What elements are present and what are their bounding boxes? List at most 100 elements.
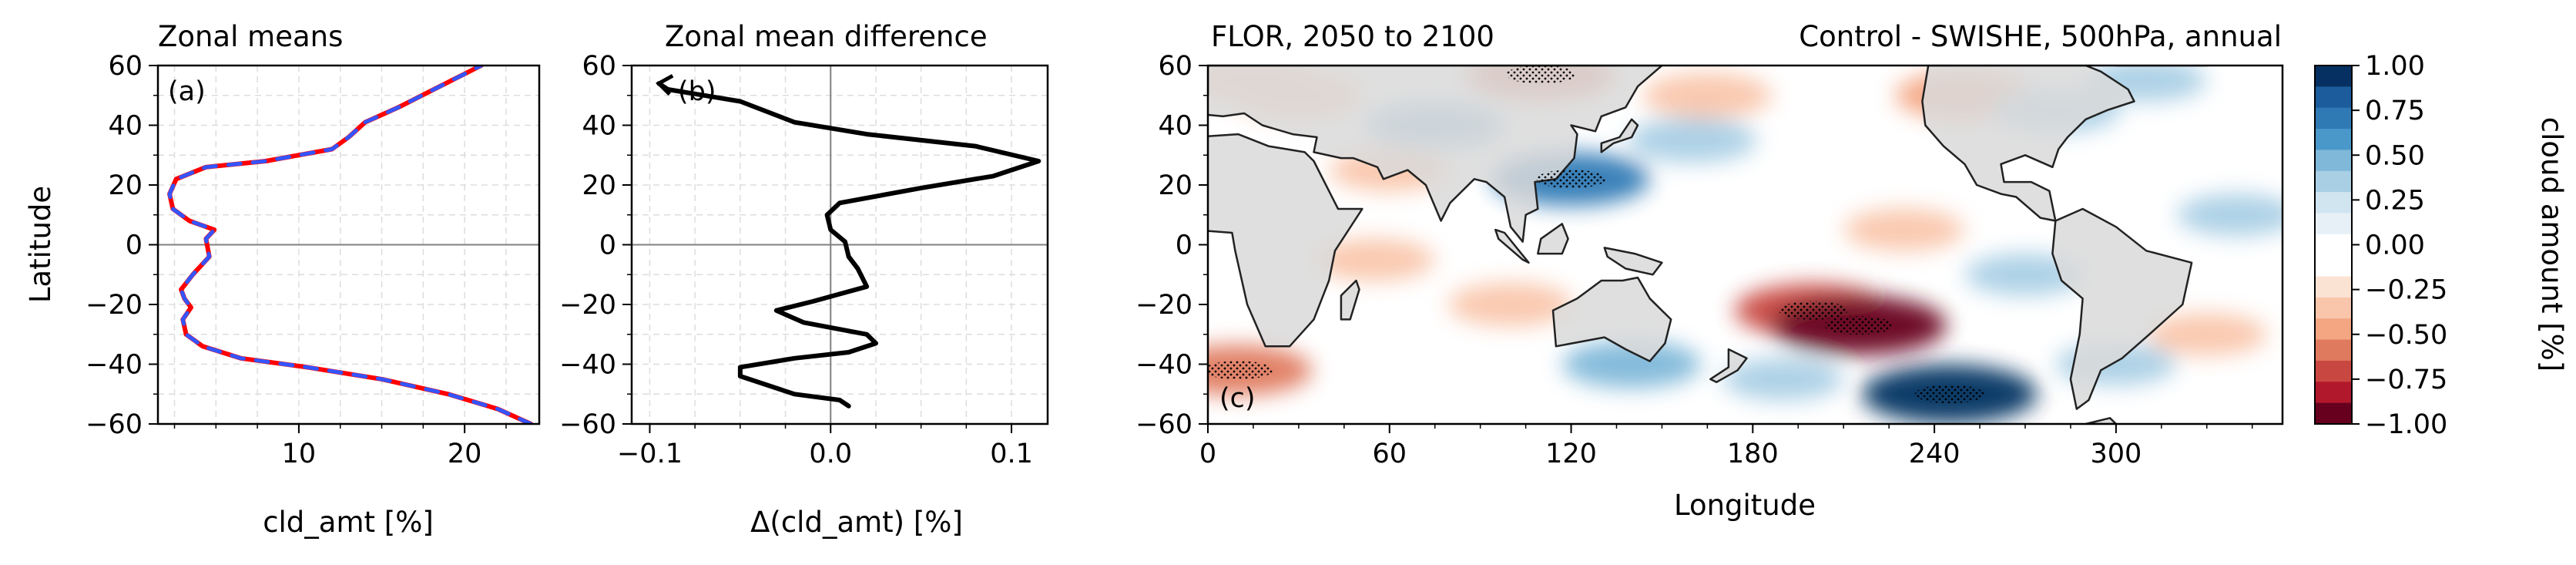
colorbar-ticks: 1.00 0.75 0.50 0.25 0.00 −0.25 −0.50 −0.75 −1.00 bbox=[2352, 51, 2447, 440]
panel-b-tick-label-x: −0.1 bbox=[617, 439, 683, 469]
panel-a-zonal-means: Zonal means 10 20 −60 −40 −20 0 20 40 60 (a) cld… bbox=[24, 20, 541, 539]
anomaly-blob-18 bbox=[1447, 282, 1573, 327]
colorbar-cell-2 bbox=[2315, 107, 2352, 129]
anomaly-blob-14 bbox=[1843, 208, 1964, 251]
colorbar-cell-12 bbox=[2315, 318, 2352, 341]
panel-b-tick-label-y: 20 bbox=[582, 170, 616, 201]
panel-a-letter: (a) bbox=[168, 76, 206, 107]
colorbar-cell-11 bbox=[2315, 297, 2352, 319]
panel-b-tick-label-y: 40 bbox=[582, 111, 616, 142]
panel-b-tick-label-x: 0.0 bbox=[809, 439, 852, 469]
panel-a-series-line-0 bbox=[167, 66, 534, 424]
land-new-guinea bbox=[1603, 247, 1663, 276]
panel-c-letter: (c) bbox=[1219, 383, 1256, 414]
panel-a-tick-label-y: 40 bbox=[108, 111, 143, 142]
panel-b-ticks: −0.1 0.0 0.1 −60 −40 −20 0 20 40 60 bbox=[559, 51, 1033, 469]
panel-c-tick-label-y: −40 bbox=[1135, 350, 1192, 381]
land-africa bbox=[1208, 133, 1363, 348]
panel-b-letter: (b) bbox=[678, 76, 716, 107]
stipple-region-1 bbox=[1823, 316, 1893, 335]
panel-c-tick-label-y: 20 bbox=[1158, 170, 1192, 201]
colorbar-cell-15 bbox=[2315, 382, 2352, 404]
stipple-region-4 bbox=[1208, 361, 1273, 380]
colorbar-tick-label: 1.00 bbox=[2365, 51, 2425, 82]
panel-a-tick-label-y: −60 bbox=[86, 409, 143, 440]
panel-b-tick-label-y: −40 bbox=[559, 350, 616, 381]
anomaly-blob-12 bbox=[1314, 238, 1435, 281]
panel-c-ticks: 0 60 120 180 240 300 −60 −40 −20 0 20 40 60 bbox=[1135, 51, 2253, 469]
anomaly-blob-20 bbox=[2177, 193, 2283, 237]
colorbar-cell-3 bbox=[2315, 129, 2352, 150]
colorbar-tick-label: 0.25 bbox=[2365, 185, 2425, 216]
panel-b-tick-label-y: 0 bbox=[599, 230, 616, 261]
panel-b-series-line-0 bbox=[656, 81, 1041, 409]
land-south-america bbox=[2051, 207, 2193, 410]
panel-b-tick-label-y: 60 bbox=[582, 51, 616, 82]
anomaly-blob-16 bbox=[2146, 313, 2267, 356]
colorbar-cell-16 bbox=[2315, 402, 2352, 425]
colorbar-cell-4 bbox=[2315, 150, 2352, 172]
colorbar-cell-13 bbox=[2315, 339, 2352, 362]
panel-b-tick-label-y: −20 bbox=[559, 290, 616, 321]
colorbar-cells bbox=[2315, 66, 2352, 425]
colorbar-label: cloud amount [%] bbox=[2535, 117, 2568, 372]
panel-b-xlabel: Δ(cld_amt) [%] bbox=[750, 506, 963, 539]
colorbar-tick-label: 0.00 bbox=[2365, 230, 2425, 261]
colorbar-cell-0 bbox=[2315, 66, 2352, 87]
panel-c-map: FLOR, 2050 to 2100 Control - SWISHE, 500… bbox=[1135, 20, 2284, 522]
anomaly-blob-22 bbox=[1722, 358, 1843, 401]
colorbar-tick-label: −0.50 bbox=[2365, 320, 2447, 351]
colorbar-cell-14 bbox=[2315, 360, 2352, 382]
panel-c-land bbox=[1208, 66, 2209, 424]
colorbar-cell-6 bbox=[2315, 192, 2352, 214]
panel-c-stippling bbox=[1208, 66, 1984, 404]
colorbar-tick-label: −0.75 bbox=[2365, 365, 2447, 395]
panel-c-tick-label-x: 240 bbox=[1909, 439, 1961, 469]
panel-b-tick-label-y: −60 bbox=[559, 409, 616, 440]
panel-a-title: Zonal means bbox=[158, 20, 343, 53]
panel-c-tick-label-x: 60 bbox=[1373, 439, 1407, 469]
panel-c-title-left: FLOR, 2050 to 2100 bbox=[1211, 20, 1494, 53]
stipple-region-0 bbox=[1778, 301, 1848, 320]
land-new-zealand bbox=[1709, 348, 1748, 384]
panel-b-title: Zonal mean difference bbox=[665, 20, 988, 53]
panel-c-tick-label-x: 180 bbox=[1727, 439, 1779, 469]
colorbar-tick-label: 0.50 bbox=[2365, 140, 2425, 171]
panel-a-tick-label-x: 10 bbox=[282, 439, 317, 469]
panel-c-tick-label-y: 40 bbox=[1158, 111, 1192, 142]
colorbar-cell-7 bbox=[2315, 213, 2352, 235]
panel-c-tick-label-y: 0 bbox=[1176, 230, 1192, 261]
stipple-region-2 bbox=[1914, 385, 1984, 404]
panel-c-tick-label-y: 60 bbox=[1158, 51, 1192, 82]
panel-b-lines bbox=[656, 74, 1041, 409]
panel-c-tick-label-x: 120 bbox=[1545, 439, 1597, 469]
panel-c-tick-label-y: −60 bbox=[1135, 409, 1192, 440]
stipple-region-5 bbox=[1506, 66, 1576, 84]
panel-c-xlabel: Longitude bbox=[1674, 489, 1816, 522]
panel-c-tick-label-y: −20 bbox=[1135, 290, 1192, 321]
land-antarctic-peninsula bbox=[2085, 417, 2118, 424]
colorbar-cell-1 bbox=[2315, 86, 2352, 109]
anomaly-blob-5 bbox=[1562, 340, 1702, 388]
panel-a-lines bbox=[167, 66, 534, 424]
panel-a-tick-label-y: 60 bbox=[108, 51, 143, 82]
panel-a-tick-label-y: 20 bbox=[108, 170, 143, 201]
panel-c-tick-label-x: 0 bbox=[1199, 439, 1216, 469]
colorbar-tick-label: −0.25 bbox=[2365, 275, 2447, 306]
colorbar-cell-9 bbox=[2315, 255, 2352, 277]
panel-a-tick-label-y: −20 bbox=[86, 290, 143, 321]
panel-a-ticks: 10 20 −60 −40 −20 0 20 40 60 bbox=[86, 51, 507, 469]
land-australia bbox=[1551, 276, 1672, 362]
land-madagascar bbox=[1340, 279, 1360, 321]
land-borneo bbox=[1537, 223, 1569, 255]
colorbar-cell-8 bbox=[2315, 234, 2352, 256]
colorbar-cell-5 bbox=[2315, 170, 2352, 193]
anomaly-blob-13 bbox=[1627, 117, 1757, 163]
panel-b-line-arrowhead bbox=[656, 74, 674, 96]
panel-c-title-right: Control - SWISHE, 500hPa, annual bbox=[1799, 20, 2282, 53]
land-sumatra bbox=[1494, 228, 1530, 264]
colorbar-cell-10 bbox=[2315, 276, 2352, 298]
panel-a-tick-label-y: 0 bbox=[126, 230, 143, 261]
land-japan bbox=[1600, 118, 1639, 153]
